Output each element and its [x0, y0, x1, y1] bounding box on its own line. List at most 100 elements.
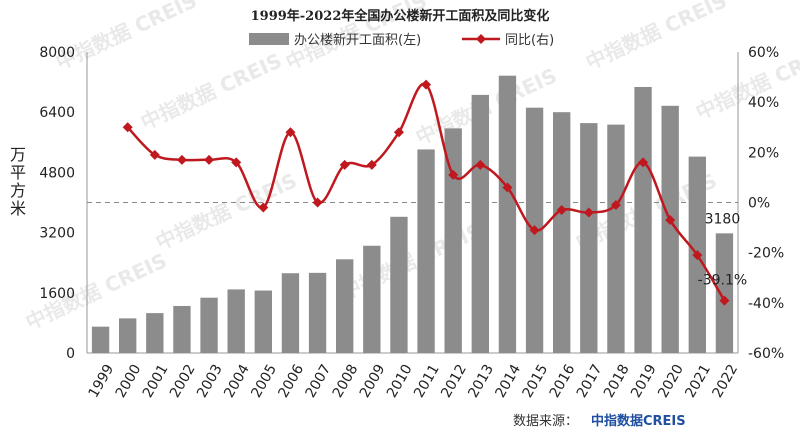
x-tick-label: 2002: [167, 362, 199, 401]
y-right-tick-label: -20%: [748, 246, 784, 262]
yoy-marker: [393, 127, 404, 138]
watermark-text: 中指数据 CREIS: [692, 38, 800, 124]
yoy-marker: [556, 205, 567, 216]
y-axis-label: 万平方米: [10, 145, 26, 218]
yoy-value-label: -39.1%: [698, 273, 748, 289]
legend-line-label: 同比(右): [505, 33, 554, 48]
yoy-marker: [231, 157, 242, 168]
bar: [254, 290, 272, 353]
x-tick-label: 2016: [547, 362, 579, 401]
y-axis-label-char: 万: [10, 145, 26, 164]
bar: [91, 326, 110, 353]
yoy-marker: [366, 159, 377, 170]
bar: [173, 305, 191, 353]
yoy-marker: [529, 225, 540, 236]
source-brand: 中指数据CREIS: [591, 413, 686, 429]
x-tick-label: 2014: [493, 362, 525, 401]
y-left-tick-label: 6400: [39, 105, 75, 121]
x-tick-label: 2010: [384, 362, 416, 401]
yoy-marker: [176, 154, 187, 165]
yoy-marker: [204, 154, 215, 165]
yoy-marker: [638, 157, 649, 168]
x-tick-label: 2011: [411, 362, 443, 401]
watermark-text: 中指数据 CREIS: [137, 48, 285, 134]
legend-bar-label: 办公楼新开工面积(左): [294, 32, 421, 48]
bar: [146, 313, 164, 353]
bar: [715, 233, 734, 353]
bar: [390, 216, 408, 353]
yoy-marker: [610, 200, 621, 211]
y-left-tick-label: 1600: [39, 286, 75, 302]
yoy-marker: [583, 207, 594, 218]
x-tick-label: 2001: [140, 362, 172, 401]
bar: [281, 273, 300, 353]
bar: [308, 272, 327, 353]
y-left-tick-label: 8000: [39, 45, 75, 61]
bar: [227, 289, 245, 353]
x-tick-label: 2013: [465, 362, 497, 401]
bar: [634, 86, 652, 354]
x-tick-label: 2012: [438, 362, 470, 401]
x-tick-label: 2006: [276, 362, 308, 401]
y-right-tick-label: 40%: [748, 95, 779, 111]
right-axis-ticks: -60% -40% -20% 0% 20% 40% 60%: [748, 45, 784, 362]
x-tick-label: 2000: [113, 362, 145, 401]
left-axis-ticks: 0 1600 3200 4800 6400 8000: [39, 45, 75, 362]
x-tick-label: 2022: [710, 362, 742, 401]
yoy-marker: [285, 127, 296, 138]
yoy-marker: [692, 250, 703, 261]
y-right-tick-label: 0%: [748, 196, 770, 212]
data-labels: 3180 -39.1%: [698, 211, 748, 288]
y-right-tick-label: -60%: [748, 346, 784, 362]
bar-series: [91, 75, 734, 354]
bar: [661, 105, 679, 354]
chart-title: 1999年-2022年全国办公楼新开工面积及同比变化: [251, 8, 550, 24]
watermark-text: 中指数据 CREIS: [582, 0, 730, 75]
x-tick-label: 2003: [194, 362, 226, 401]
legend: 办公楼新开工面积(左) 同比(右): [249, 32, 554, 48]
x-tick-label: 2009: [357, 362, 389, 401]
y-axis-label-char: 平: [10, 163, 26, 182]
yoy-marker: [122, 122, 133, 133]
y-axis-label-char: 方: [10, 181, 26, 200]
bar: [498, 75, 517, 354]
x-tick-label: 2007: [303, 362, 335, 401]
x-tick-label: 2019: [628, 362, 660, 401]
yoy-marker: [665, 215, 676, 226]
x-axis-ticks: 1999200020012002200320042005200620072008…: [86, 362, 742, 401]
x-tick-label: 2008: [330, 362, 362, 401]
bar: [607, 124, 625, 354]
bar: [336, 259, 354, 353]
yoy-marker: [719, 295, 730, 306]
y-left-tick-label: 4800: [39, 165, 75, 181]
y-right-tick-label: 60%: [748, 45, 779, 61]
bar: [363, 245, 381, 353]
bar: [471, 94, 489, 353]
bar: [119, 318, 137, 353]
yoy-marker: [149, 149, 160, 160]
yoy-marker: [312, 197, 323, 208]
source-label: 数据来源：: [513, 414, 578, 429]
bar: [580, 123, 598, 353]
y-right-tick-label: 20%: [748, 145, 779, 161]
x-tick-label: 1999: [86, 362, 118, 401]
bar: [200, 297, 218, 353]
x-tick-label: 2020: [655, 362, 687, 401]
watermark-text: 中指数据 CREIS: [152, 168, 300, 254]
x-tick-label: 2018: [601, 362, 633, 401]
watermark-text: 中指数据 CREIS: [337, 218, 485, 304]
yoy-markers: [122, 79, 730, 306]
yoy-marker: [475, 159, 486, 170]
x-tick-label: 2017: [574, 362, 606, 401]
legend-bar-swatch: [249, 33, 289, 45]
yoy-marker: [258, 202, 269, 213]
yoy-marker: [421, 79, 432, 90]
x-tick-label: 2021: [682, 362, 714, 401]
legend-line-marker: [476, 34, 486, 44]
x-tick-label: 2005: [248, 362, 280, 401]
yoy-marker: [339, 159, 350, 170]
y-axis-label-char: 米: [10, 199, 26, 218]
bar-value-label: 3180: [705, 211, 741, 227]
